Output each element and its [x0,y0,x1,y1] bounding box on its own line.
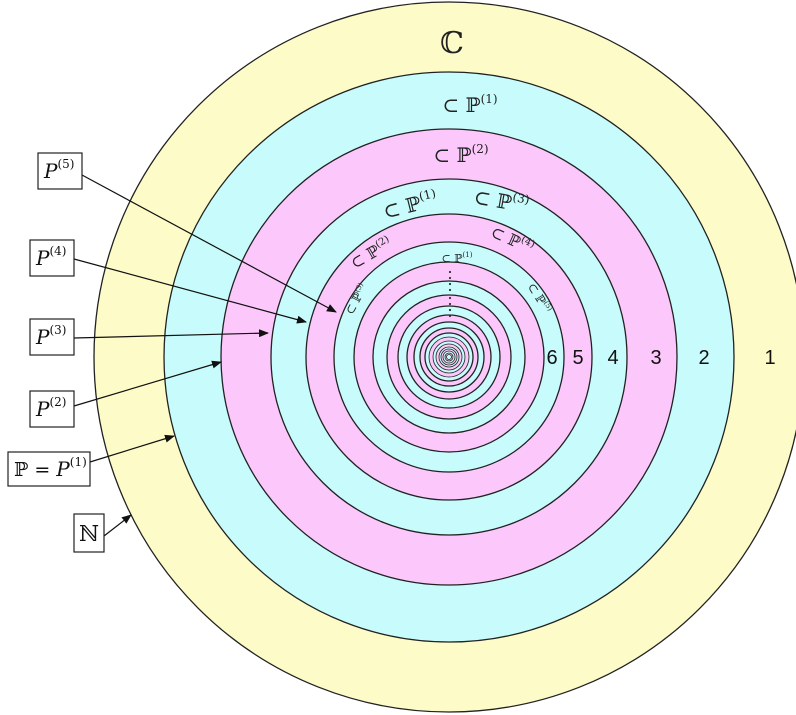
ellipsis-dot [448,276,452,280]
pointer-arrow [73,258,307,324]
ellipsis-dot [448,282,452,286]
pointer-arrow [73,360,222,407]
box-label: P(4) [35,244,66,270]
box-label: P(5) [43,157,74,183]
pointer-arrow [81,174,337,313]
ellipsis-dots [448,270,452,318]
ellipsis-dot [448,314,452,318]
pointer-arrows [73,174,337,537]
label-box: P(2) [29,390,75,428]
ring-number: 4 [607,347,618,369]
label-box: ℙ = P(1) [7,451,91,487]
pointer-arrow [89,434,175,463]
ring-numbers: 1 2 3 4 56 [546,347,775,369]
box-label: P(3) [35,323,66,349]
label-box: ℕ [73,513,105,553]
left-label-boxes: P(5) P(4) P(3) P(2) ℙ = P(1) ℕ [7,152,105,553]
pointer-arrow [73,329,269,339]
box-label: P(2) [35,395,66,421]
label-box: P(4) [29,239,75,277]
label-box: P(3) [29,318,75,356]
ring-number: 5 [572,347,583,369]
ring-22 [446,354,452,360]
box-label: ℙ = P(1) [14,455,87,481]
ellipsis-dot [448,296,452,300]
concentric-rings [93,1,796,713]
ring-number: 1 [764,347,775,369]
ellipsis-dot [448,308,452,312]
ellipsis-dot [448,302,452,306]
complex-set-label: ℂ [440,26,464,61]
natural-set-label: ℕ [79,522,99,547]
ring-number: 2 [698,347,709,369]
label-box: P(5) [37,152,83,190]
pointer-arrow [103,514,132,537]
ring-number: 3 [650,347,661,369]
ellipsis-dot [448,270,452,274]
ring-number: 6 [546,347,557,369]
ellipsis-dot [448,288,452,292]
